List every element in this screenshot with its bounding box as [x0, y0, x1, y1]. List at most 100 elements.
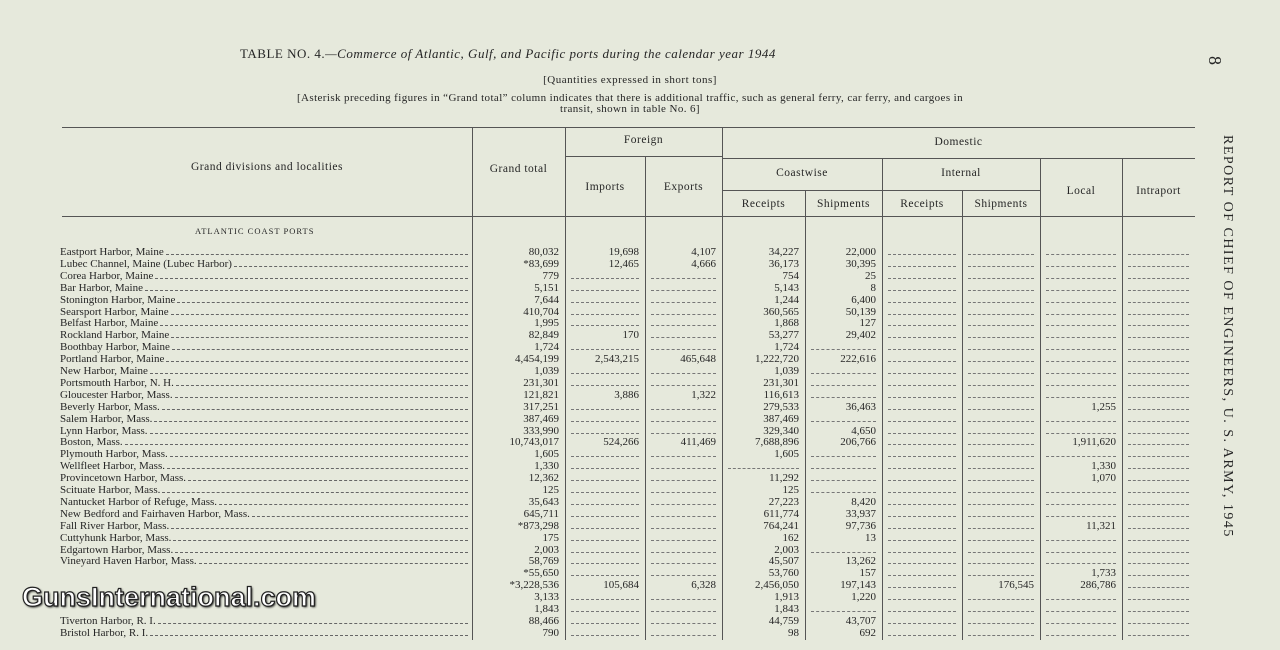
leader: [173, 532, 468, 541]
empty-cell: [571, 317, 639, 327]
table-row: New Harbor, Maine 1,039 1,039: [0, 365, 1280, 377]
header-exports: Exports: [663, 181, 704, 193]
rule: [62, 216, 1195, 217]
empty-cell: [651, 329, 716, 339]
table-row: Vineyard Haven Harbor, Mass. 58,769 45,507…: [0, 555, 1280, 567]
empty-cell: [811, 484, 876, 493]
empty-cell: [888, 270, 956, 279]
cell-value: 44,759: [768, 614, 799, 627]
locality-cell: Tiverton Harbor, R. I.: [60, 615, 470, 627]
rule: [645, 156, 646, 640]
locality-cell: Beverly Harbor, Mass.: [60, 401, 470, 413]
empty-cell: [1046, 377, 1116, 386]
empty-cell: [968, 496, 1034, 505]
locality-cell: Wellfleet Harbor, Mass.: [60, 460, 470, 472]
empty-cell: [571, 591, 639, 601]
empty-cell: [968, 401, 1034, 410]
locality: Wellfleet Harbor, Mass.: [60, 460, 165, 473]
cell-value: 3,886: [614, 388, 639, 401]
empty-cell: [651, 413, 716, 422]
empty-cell: [651, 627, 716, 636]
table-row: Tiverton Harbor, R. I. 88,466 44,759 43,707: [0, 615, 1280, 627]
empty-cell: [811, 603, 876, 612]
empty-cell: [1128, 591, 1189, 601]
empty-cell: [1128, 496, 1189, 505]
empty-cell: [888, 246, 956, 255]
table-note: [Asterisk preceding figures in “Grand to…: [296, 92, 964, 115]
cell-value: 125: [782, 484, 800, 496]
locality-cell: New Bedford and Fairhaven Harbor, Mass.: [60, 508, 470, 520]
empty-cell: [1046, 306, 1116, 315]
empty-cell: [888, 294, 956, 303]
locality: Belfast Harbor, Maine: [60, 317, 159, 330]
empty-cell: [571, 627, 639, 636]
table-row: Lubec Channel, Maine (Lubec Harbor) *83,6…: [0, 258, 1280, 270]
empty-cell: [1128, 282, 1189, 291]
locality: Scituate Harbor, Mass.: [60, 484, 161, 496]
empty-cell: [651, 508, 716, 517]
cell-value: 105,684: [603, 579, 639, 592]
leader: [149, 365, 468, 374]
leader: [174, 389, 468, 398]
empty-cell: [888, 329, 956, 339]
empty-cell: [968, 353, 1034, 363]
cell-value: 175: [542, 531, 560, 544]
table-row: Belfast Harbor, Maine 1,995 1,868 127: [0, 317, 1280, 329]
empty-cell: [1128, 425, 1189, 434]
locality-cell: Stonington Harbor, Maine: [60, 294, 470, 306]
empty-cell: [571, 365, 639, 374]
empty-cell: [571, 544, 639, 553]
empty-cell: [1046, 496, 1116, 505]
cell-value: 790: [542, 626, 560, 639]
leader: [160, 317, 468, 327]
cell-value: 25: [865, 269, 876, 282]
cell-value: 1,244: [774, 293, 799, 306]
locality-cell: Boston, Mass.: [60, 436, 470, 448]
table-row: Searsport Harbor, Maine 410,704 360,565 50,…: [0, 306, 1280, 318]
cell-value: 29,402: [845, 329, 876, 342]
table-row: Salem Harbor, Mass. 387,469 387,469: [0, 413, 1280, 425]
cell-value: 3,133: [534, 591, 559, 604]
empty-cell: [1128, 555, 1189, 565]
locality-cell: Eastport Harbor, Maine: [60, 246, 470, 258]
rule: [472, 127, 473, 640]
cell-value: 50,139: [845, 305, 876, 318]
cell-value: 22,000: [845, 246, 876, 258]
locality-cell: Boothbay Harbor, Maine: [60, 341, 470, 353]
empty-cell: [968, 555, 1034, 565]
empty-cell: [1128, 567, 1189, 577]
empty-cell: [1128, 258, 1189, 267]
cell-value: 8,420: [851, 495, 876, 508]
empty-cell: [1046, 341, 1116, 351]
empty-cell: [651, 496, 716, 505]
empty-cell: [1046, 413, 1116, 422]
leader: [169, 448, 468, 458]
cell-value: 45,507: [768, 555, 799, 568]
empty-cell: [1046, 484, 1116, 493]
table-row: Lynn Harbor, Mass. 333,990 329,340 4,650: [0, 425, 1280, 437]
watermark: GunsInternational.com: [21, 581, 317, 612]
locality-cell: Lynn Harbor, Mass.: [60, 425, 470, 437]
rule: [565, 127, 566, 640]
locality: Gloucester Harbor, Mass.: [60, 388, 173, 401]
empty-cell: [968, 448, 1034, 458]
empty-cell: [888, 425, 956, 434]
locality-cell: Portland Harbor, Maine: [60, 353, 470, 365]
table-row: Bar Harbor, Maine 5,151 5,143 8: [0, 282, 1280, 294]
locality: Stonington Harbor, Maine: [60, 293, 176, 306]
empty-cell: [888, 460, 956, 470]
empty-cell: [811, 377, 876, 386]
header-locality: Grand divisions and localities: [190, 161, 344, 173]
locality-cell: Plymouth Harbor, Mass.: [60, 448, 470, 460]
cell-value: 127: [859, 317, 877, 330]
empty-cell: [651, 567, 716, 577]
empty-cell: [571, 282, 639, 291]
leader: [149, 425, 468, 434]
cell-value: 1,913: [774, 591, 799, 604]
empty-cell: [1046, 317, 1116, 327]
empty-cell: [651, 544, 716, 553]
cell-value: 779: [542, 269, 560, 282]
cell-value: 80,032: [528, 246, 559, 258]
cell-value: 317,251: [523, 400, 559, 413]
empty-cell: [571, 496, 639, 505]
